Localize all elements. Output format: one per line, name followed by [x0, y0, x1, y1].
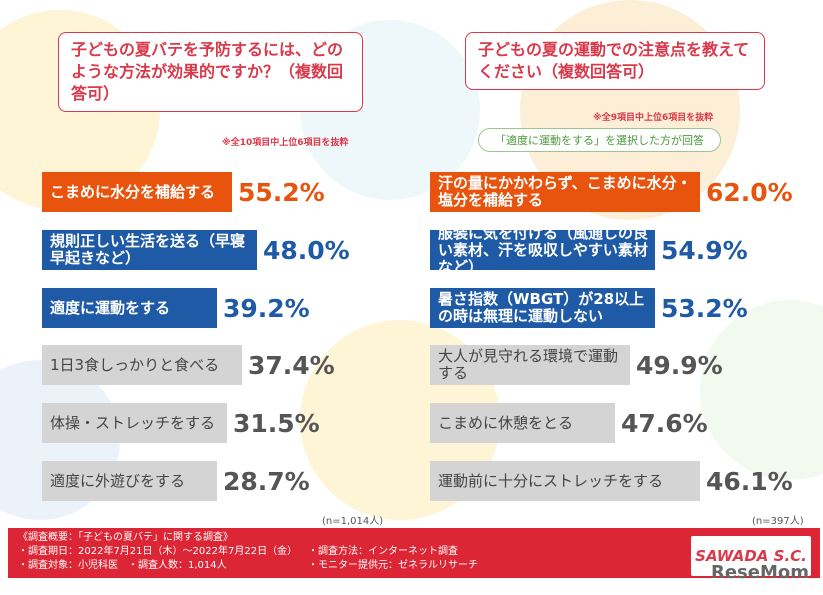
footer-provider: ・モニター提供元：ゼネラルリサーチ: [308, 560, 478, 571]
bar-right-2: 服装に気を付ける（風通しの良い素材、汗を吸収しやすい素材など）: [430, 224, 655, 275]
right-note: ※全9項目中上位6項目を抜粋: [593, 113, 714, 123]
footer-count: ・調査人数：1,014人: [128, 560, 227, 571]
bar-left-1: こまめに水分を補給する: [42, 172, 232, 212]
value-label: 47.6%: [621, 408, 708, 438]
value-label: 39.2%: [223, 293, 310, 323]
bar-left-3: 適度に運動をする: [42, 288, 217, 328]
survey-footer: 《調査概要：「子どもの夏バテ」に関する調査》 ・調査期日：2022年7月21日（…: [8, 528, 820, 578]
bar-left-5: 体操・ストレッチをする: [42, 403, 227, 443]
bar-right-6: 運動前に十分にストレッチをする: [430, 461, 700, 501]
left-note: ※全10項目中上位6項目を抜粋: [222, 138, 349, 148]
bar-right-5: こまめに休憩をとる: [430, 403, 615, 443]
resemom-watermark: ReseMom: [710, 562, 809, 583]
bar-right-1: 汗の量にかかわらず、こまめに水分・塩分を補給する: [430, 172, 700, 212]
value-label: 54.9%: [661, 235, 748, 265]
footer-date: ・調査期日：2022年7月21日（木）～2022年7月22日（金）: [18, 546, 298, 557]
value-label: 46.1%: [706, 466, 793, 496]
bar-left-4: 1日3食しっかりと食べる: [42, 345, 242, 385]
footer-method: ・調査方法：インターネット調査: [308, 546, 458, 557]
bar-right-4: 大人が見守れる環境で運動する: [430, 345, 630, 385]
value-label: 37.4%: [248, 350, 335, 380]
right-question: 子どもの夏の運動での注意点を教えてください（複数回答可）: [465, 32, 765, 90]
left-question: 子どもの夏バテを予防するには、どのような方法が効果的ですか？（複数回答可）: [58, 32, 363, 112]
value-label: 53.2%: [661, 293, 748, 323]
condition-pill: 「適度に運動をする」を選択した方が回答: [478, 128, 721, 152]
value-label: 48.0%: [263, 235, 350, 265]
footer-target: ・調査対象：小児科医: [18, 560, 118, 571]
value-label: 31.5%: [233, 408, 320, 438]
bar-right-3: 暑さ指数（WBGT）が28以上の時は無理に運動しない: [430, 288, 655, 328]
bar-left-2: 規則正しい生活を送る（早寝早起きなど）: [42, 230, 257, 270]
value-label: 49.9%: [636, 350, 723, 380]
sawada-logo: SAWADA S.C.: [691, 536, 811, 576]
left-sample-size: (n=1,014人): [322, 516, 384, 527]
footer-title: 《調査概要：「子どもの夏バテ」に関する調査》: [18, 532, 233, 543]
bar-left-6: 適度に外遊びをする: [42, 461, 217, 501]
value-label: 55.2%: [238, 177, 325, 207]
value-label: 62.0%: [706, 177, 793, 207]
value-label: 28.7%: [223, 466, 310, 496]
right-sample-size: (n=397人): [752, 516, 804, 527]
